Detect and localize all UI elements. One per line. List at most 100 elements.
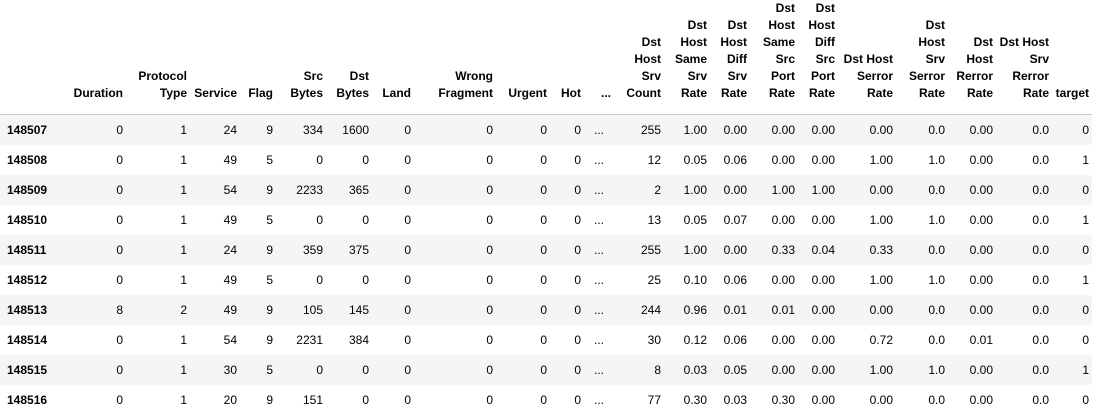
table-cell: 0 <box>550 235 584 265</box>
table-cell: 5 <box>240 355 276 385</box>
table-cell: 0 <box>276 355 326 385</box>
table-cell: 9 <box>240 235 276 265</box>
column-header: ... <box>584 0 614 115</box>
table-cell: 365 <box>326 175 372 205</box>
table-cell: 0 <box>60 385 126 415</box>
table-cell: 54 <box>190 175 240 205</box>
table-cell: 0 <box>60 265 126 295</box>
column-header: Protocol Type <box>126 0 190 115</box>
table-row: 148515 0 1 30 5 0 0 0 0 0 0... 8 0.03 0.05 0.00 0.00 1.0… <box>0 355 1092 385</box>
table-cell: 1.0 <box>896 265 948 295</box>
table-cell: 0.0 <box>996 114 1052 145</box>
table-cell: 0.00 <box>948 114 996 145</box>
table-cell: 2231 <box>276 325 326 355</box>
table-cell: 1.00 <box>664 175 710 205</box>
table-cell: 2 <box>126 295 190 325</box>
table-cell: 0 <box>372 145 414 175</box>
table-cell: 0.00 <box>948 175 996 205</box>
table-cell: 1 <box>126 265 190 295</box>
table-cell: 255 <box>614 114 664 145</box>
table-row: 148516 0 1 20 9 151 0 0 0 0 0... 77 0.30 0.03 0.30 0.00… <box>0 385 1092 415</box>
table-cell: 255 <box>614 235 664 265</box>
table-cell: 0 <box>326 205 372 235</box>
table-cell: 0.0 <box>996 325 1052 355</box>
table-cell: 0.00 <box>948 265 996 295</box>
table-row: 148511 0 1 24 9 359 375 0 0 0 0... 255 1.00 0.00 0.33 0… <box>0 235 1092 265</box>
table-cell: 1.0 <box>896 145 948 175</box>
table-cell: 1 <box>126 385 190 415</box>
table-cell: 9 <box>240 114 276 145</box>
row-index: 148511 <box>0 235 60 265</box>
table-cell: 0 <box>372 175 414 205</box>
table-cell: 0.00 <box>948 235 996 265</box>
table-cell: 0.0 <box>896 385 948 415</box>
table-cell: 1 <box>1052 205 1092 235</box>
column-header: Service <box>190 0 240 115</box>
table-cell: 0 <box>550 114 584 145</box>
table-cell: 49 <box>190 205 240 235</box>
table-cell: 0 <box>414 295 496 325</box>
table-cell: 0 <box>60 355 126 385</box>
table-cell: 0 <box>60 235 126 265</box>
table-cell: 0 <box>60 325 126 355</box>
table-cell: 49 <box>190 295 240 325</box>
table-cell: 0.00 <box>710 114 750 145</box>
table-cell: 0 <box>496 205 550 235</box>
table-cell: 0.0 <box>896 295 948 325</box>
table-cell: 0.0 <box>896 235 948 265</box>
table-cell: 0.0 <box>996 265 1052 295</box>
table-cell: 1 <box>1052 355 1092 385</box>
table-cell: 0.00 <box>798 295 838 325</box>
table-cell: 0.00 <box>838 175 896 205</box>
table-cell: 0 <box>414 205 496 235</box>
table-cell: 0.12 <box>664 325 710 355</box>
table-cell: 0 <box>496 114 550 145</box>
row-index: 148507 <box>0 114 60 145</box>
table-row: 148510 0 1 49 5 0 0 0 0 0 0... 13 0.05 0.07 0.00 0.00 1.… <box>0 205 1092 235</box>
table-cell: 0 <box>326 385 372 415</box>
table-cell: 0 <box>550 175 584 205</box>
table-cell: 0.06 <box>710 145 750 175</box>
column-header: Dst Host Diff Srv Rate <box>710 0 750 115</box>
table-cell: 25 <box>614 265 664 295</box>
table-cell: 9 <box>240 385 276 415</box>
table-cell: 0 <box>1052 114 1092 145</box>
column-header: Dst Host Srv Serror Rate <box>896 0 948 115</box>
table-cell: 0 <box>550 145 584 175</box>
table-cell: 0.04 <box>798 235 838 265</box>
table-cell: 2233 <box>276 175 326 205</box>
table-cell: ... <box>584 205 614 235</box>
table-cell: 0.01 <box>750 295 798 325</box>
table-row: 148513 8 2 49 9 105 145 0 0 0 0... 244 0.96 0.01 0.01 0… <box>0 295 1092 325</box>
table-cell: 0 <box>496 175 550 205</box>
column-header: Dst Host Srv Count <box>614 0 664 115</box>
table-cell: 5 <box>240 145 276 175</box>
table-cell: 24 <box>190 114 240 145</box>
table-cell: 0.00 <box>750 325 798 355</box>
table-cell: 1 <box>1052 145 1092 175</box>
table-cell: 0.0 <box>896 175 948 205</box>
table-cell: 0.0 <box>996 235 1052 265</box>
table-cell: 1.00 <box>838 205 896 235</box>
table-cell: 54 <box>190 325 240 355</box>
row-index: 148514 <box>0 325 60 355</box>
table-cell: 0 <box>550 385 584 415</box>
table-cell: 0 <box>372 205 414 235</box>
table-cell: 0.00 <box>798 265 838 295</box>
table-header: Duration Protocol Type Service Flag Src Byte… <box>0 0 1092 115</box>
table-cell: 2 <box>614 175 664 205</box>
table-cell: 1600 <box>326 114 372 145</box>
table-cell: 0 <box>550 205 584 235</box>
table-cell: 0.00 <box>798 325 838 355</box>
table-cell: 0.00 <box>798 205 838 235</box>
column-header: target <box>1052 0 1092 115</box>
table-cell: 0 <box>372 385 414 415</box>
table-cell: 0.03 <box>664 355 710 385</box>
table-cell: 5 <box>240 205 276 235</box>
table-cell: 0.00 <box>710 175 750 205</box>
table-cell: 0 <box>550 295 584 325</box>
column-header: Dst Host Same Srv Rate <box>664 0 710 115</box>
table-cell: 0.00 <box>798 114 838 145</box>
table-cell: 0.0 <box>996 295 1052 325</box>
